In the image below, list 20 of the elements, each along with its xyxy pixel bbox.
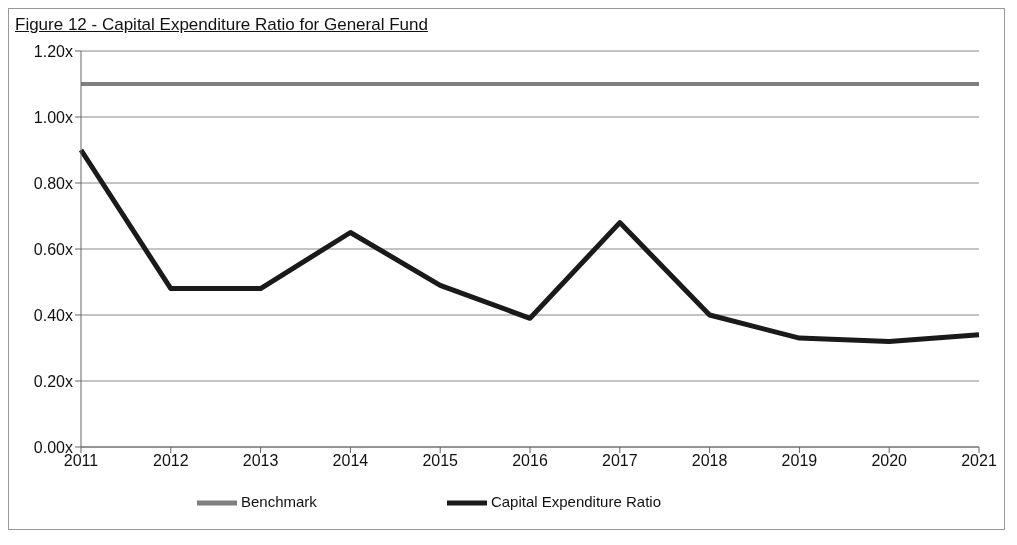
x-tick-label: 2015	[422, 452, 459, 470]
x-tick-label: 2018	[691, 452, 728, 470]
x-tick-label: 2019	[781, 452, 818, 470]
x-tick-label: 2020	[871, 452, 908, 470]
y-tick-label: 0.80x	[33, 174, 73, 192]
x-tick-label: 2012	[153, 452, 189, 470]
chart-title: Figure 12 - Capital Expenditure Ratio for General Fund	[15, 15, 428, 35]
x-tick-label: 2021	[961, 452, 997, 470]
x-tick-label: 2016	[512, 452, 548, 470]
y-tick-label: 0.60x	[33, 240, 73, 258]
x-tick-label: 2011	[63, 452, 99, 470]
y-tick-label: 0.20x	[33, 372, 73, 390]
legend-label: Benchmark	[241, 492, 317, 510]
x-tick-label: 2013	[242, 452, 279, 470]
y-tick-label: 1.00x	[33, 108, 73, 126]
y-tick-label: 1.20x	[33, 42, 73, 60]
y-tick-label: 0.40x	[33, 306, 73, 324]
legend-label: Capital Expenditure Ratio	[490, 492, 661, 510]
x-tick-label: 2017	[602, 452, 638, 470]
x-tick-label: 2014	[332, 452, 369, 470]
